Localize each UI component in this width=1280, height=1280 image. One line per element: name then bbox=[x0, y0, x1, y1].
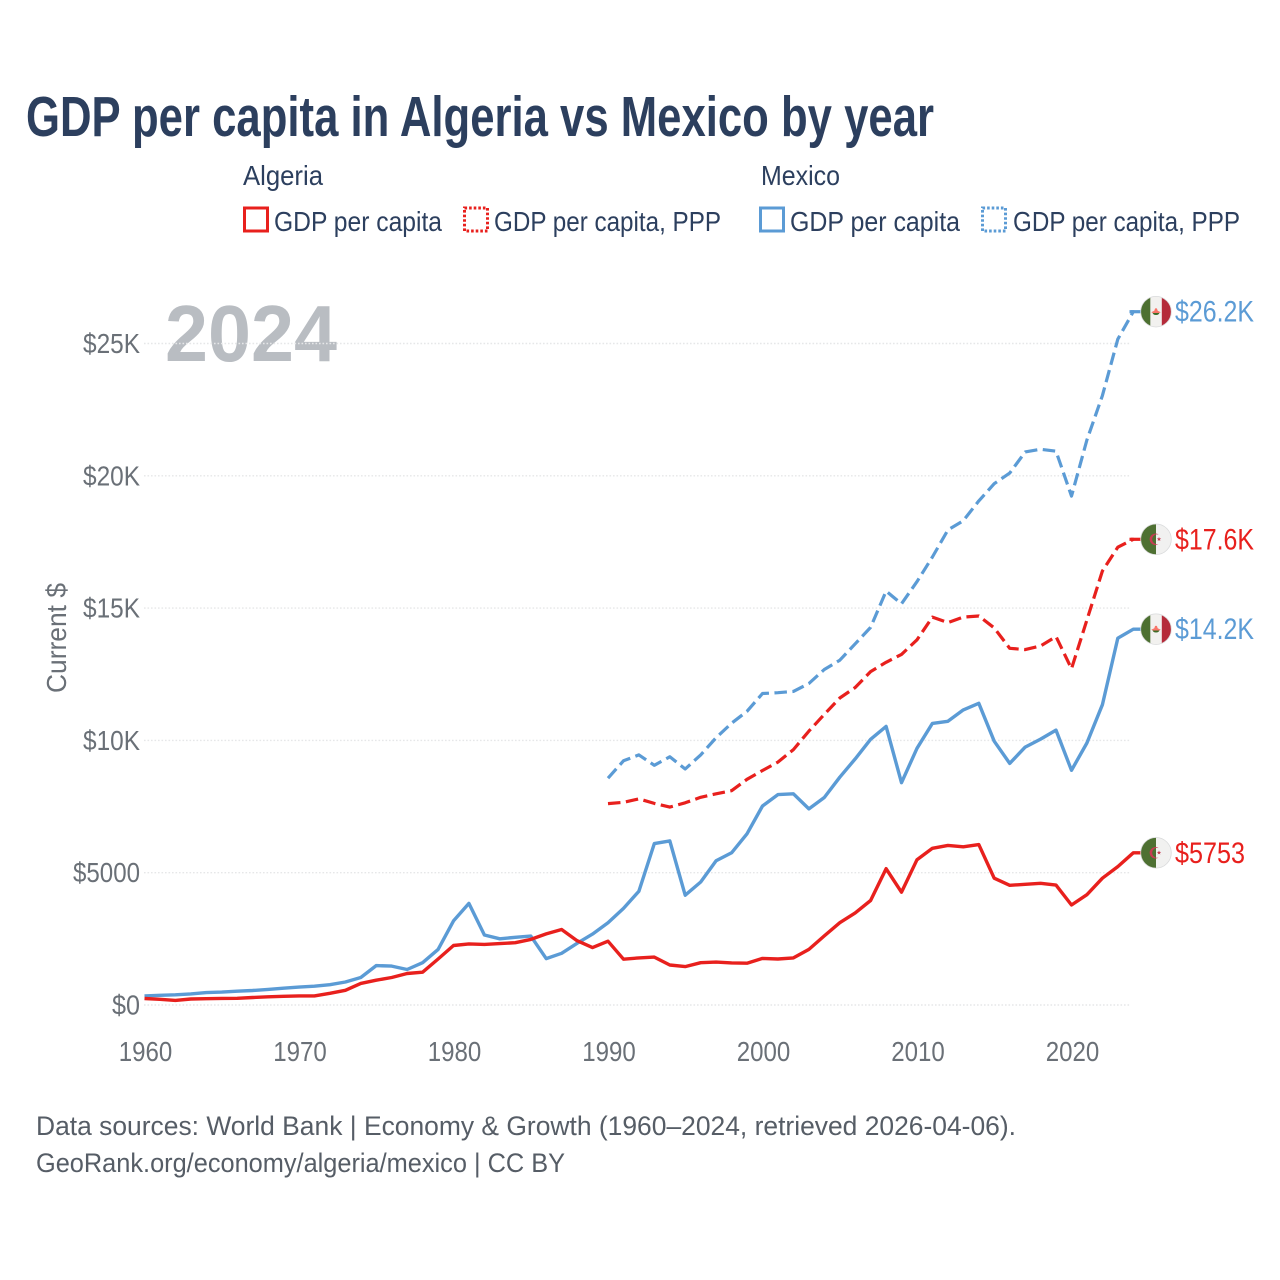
svg-text:GDP per capita, PPP: GDP per capita, PPP bbox=[494, 206, 721, 237]
svg-text:$25K: $25K bbox=[83, 328, 140, 359]
svg-text:$10K: $10K bbox=[83, 725, 140, 756]
svg-text:1990: 1990 bbox=[582, 1036, 636, 1067]
svg-text:2010: 2010 bbox=[891, 1036, 945, 1067]
svg-text:2020: 2020 bbox=[1046, 1036, 1100, 1067]
svg-text:2000: 2000 bbox=[737, 1036, 791, 1067]
svg-text:GDP per capita: GDP per capita bbox=[274, 206, 442, 237]
svg-text:2024: 2024 bbox=[165, 289, 337, 378]
svg-text:1980: 1980 bbox=[428, 1036, 482, 1067]
svg-text:1960: 1960 bbox=[119, 1036, 173, 1067]
svg-text:Current $: Current $ bbox=[41, 583, 72, 693]
svg-text:Mexico: Mexico bbox=[761, 160, 840, 191]
svg-text:GeoRank.org/economy/algeria/me: GeoRank.org/economy/algeria/mexico | CC … bbox=[36, 1148, 565, 1178]
svg-text:$15K: $15K bbox=[83, 593, 140, 624]
svg-text:GDP per capita, PPP: GDP per capita, PPP bbox=[1013, 206, 1240, 237]
svg-text:1970: 1970 bbox=[273, 1036, 327, 1067]
svg-text:Algeria: Algeria bbox=[243, 160, 323, 191]
svg-text:GDP per capita: GDP per capita bbox=[790, 206, 960, 237]
svg-text:$5000: $5000 bbox=[73, 857, 140, 888]
svg-text:$0: $0 bbox=[112, 990, 140, 1021]
svg-text:$26.2K: $26.2K bbox=[1175, 296, 1254, 329]
svg-text:GDP per capita in Algeria vs M: GDP per capita in Algeria vs Mexico by y… bbox=[26, 85, 934, 149]
svg-text:$14.2K: $14.2K bbox=[1175, 613, 1254, 646]
svg-text:Data sources: World Bank | Eco: Data sources: World Bank | Economy & Gro… bbox=[36, 1111, 1016, 1141]
svg-text:$20K: $20K bbox=[83, 460, 140, 491]
svg-text:$17.6K: $17.6K bbox=[1175, 523, 1254, 556]
svg-text:$5753: $5753 bbox=[1175, 837, 1245, 870]
